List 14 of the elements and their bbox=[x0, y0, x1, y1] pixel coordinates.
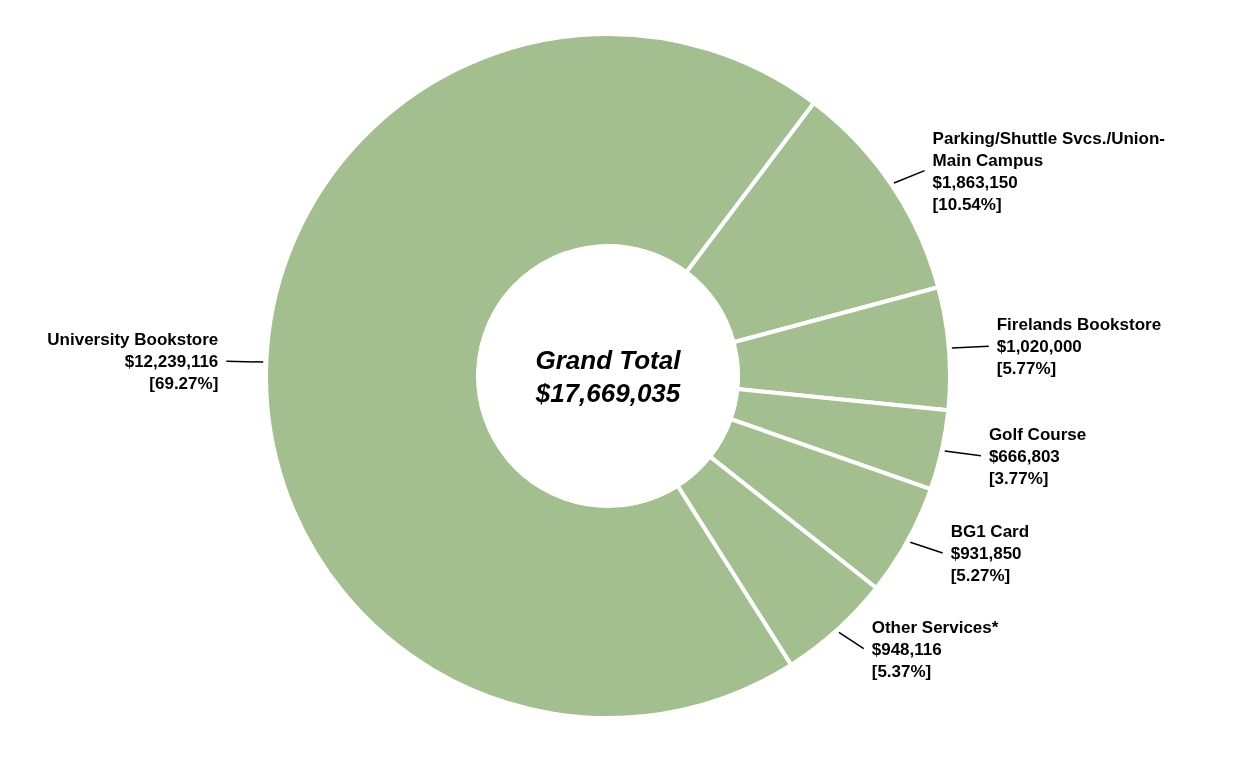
text: $17,669,035 bbox=[534, 377, 681, 408]
data-label: $12,239,116 [69.27%] bbox=[124, 352, 219, 394]
data-label: $948,116 [5.37%] bbox=[871, 639, 942, 681]
slice-label: Golf Course bbox=[988, 424, 1087, 444]
data-label: $931,850 [5.27%] bbox=[950, 543, 1022, 585]
slice-label: Firelands Bookstore bbox=[996, 315, 1162, 335]
text: Grand Total bbox=[535, 344, 682, 375]
slice-label: University Bookstore bbox=[47, 330, 219, 350]
data-label: $666,803 [3.77%] bbox=[988, 446, 1060, 488]
data-label: $1,020,000 [5.77%] bbox=[996, 337, 1082, 379]
slice-label: Other Services* bbox=[871, 617, 999, 637]
slice-label: BG1 Card bbox=[950, 521, 1030, 541]
slice-label: Parking/Shuttle Svcs./Union-Main Campus bbox=[932, 128, 1165, 170]
data-label: $1,863,150 [10.54%] bbox=[932, 172, 1018, 214]
